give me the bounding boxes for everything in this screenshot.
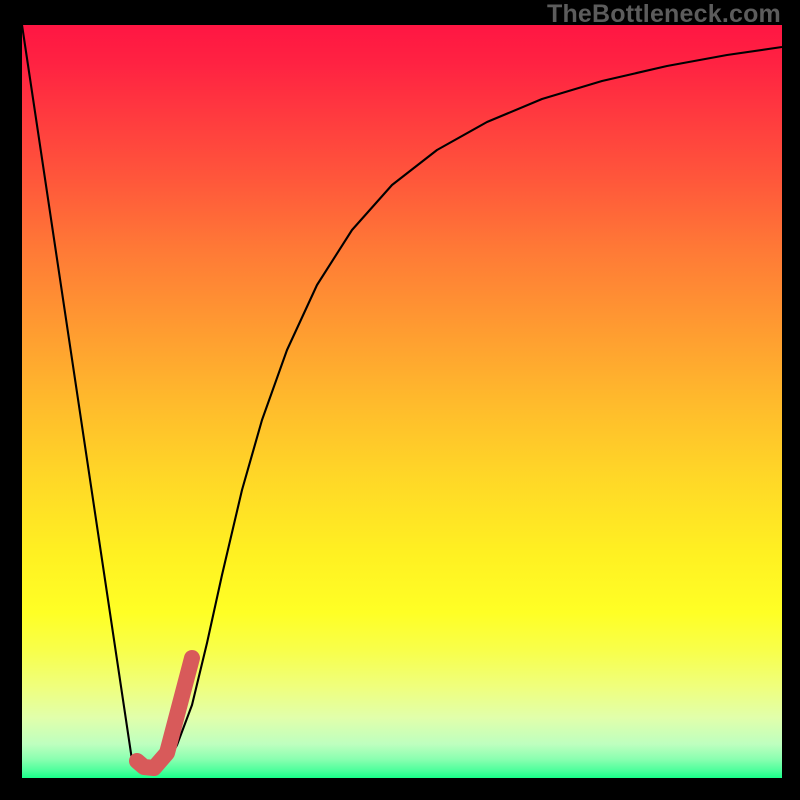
chart-frame: TheBottleneck.com (0, 0, 800, 800)
plot-area (22, 25, 782, 778)
bottleneck-curve (22, 25, 782, 767)
satisfaction-marker (137, 658, 192, 768)
watermark-text: TheBottleneck.com (547, 0, 781, 29)
curve-layer (22, 25, 782, 778)
